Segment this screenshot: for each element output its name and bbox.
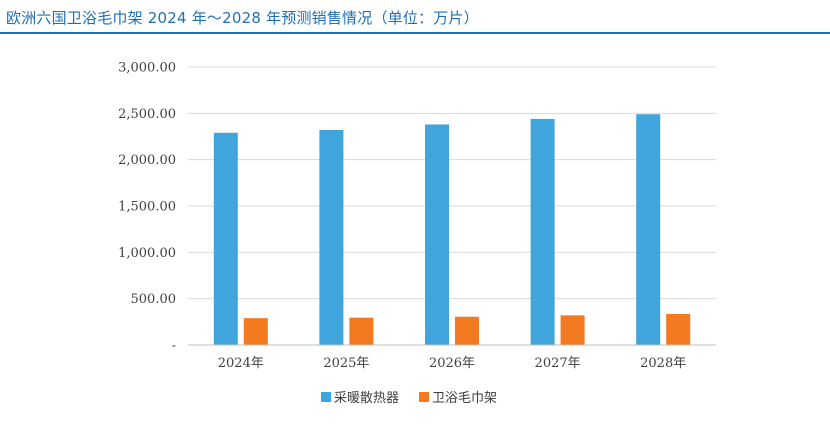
chart-container: - 500.00 1,000.00 1,500.00 2,000.00 2,500.00 3… <box>0 36 830 422</box>
bar-towel-rack-3 <box>560 315 585 345</box>
bar-radiator-1 <box>319 130 344 345</box>
bar-radiator-0 <box>213 132 238 345</box>
y-tick-label: 3,000.00 <box>118 61 176 76</box>
x-tick-label: 2028年 <box>640 356 686 371</box>
report-header: 欧洲六国卫浴毛巾架 2024 年～2028 年预测销售情况（单位：万片） <box>0 0 830 34</box>
x-tick-label: 2025年 <box>323 356 369 371</box>
y-tick-label: 500.00 <box>131 292 177 307</box>
bar-towel-rack-2 <box>455 316 479 345</box>
x-tick-label: 2024年 <box>218 356 264 371</box>
bar-towel-rack-4 <box>666 313 691 345</box>
y-tick-label: 2,000.00 <box>118 153 176 168</box>
legend-swatch <box>419 392 429 402</box>
legend-label: 卫浴毛巾架 <box>432 391 497 406</box>
bar-towel-rack-1 <box>349 317 374 345</box>
bar-chart: - 500.00 1,000.00 1,500.00 2,000.00 2,500.00 3… <box>118 61 716 406</box>
bar-radiator-4 <box>636 114 661 345</box>
legend-label: 采暖散热器 <box>334 391 399 406</box>
bars <box>213 114 691 345</box>
gridlines <box>188 66 716 300</box>
legend: 采暖散热器 卫浴毛巾架 <box>321 391 497 406</box>
y-tick-label: 1,000.00 <box>118 246 176 261</box>
y-tick-label: 2,500.00 <box>118 107 176 122</box>
legend-swatch <box>321 392 331 402</box>
y-axis-ticks: - 500.00 1,000.00 1,500.00 2,000.00 2,500.00 3… <box>118 61 176 354</box>
bar-towel-rack-0 <box>243 318 268 345</box>
x-tick-label: 2026年 <box>429 356 475 371</box>
y-tick-label: 1,500.00 <box>118 200 176 215</box>
bar-radiator-2 <box>425 124 449 345</box>
bar-radiator-3 <box>530 118 555 345</box>
chart-caption: 欧洲六国卫浴毛巾架 2024 年～2028 年预测销售情况（单位：万片） <box>6 9 479 27</box>
x-tick-label: 2027年 <box>535 356 581 371</box>
y-tick-label: - <box>172 339 176 354</box>
x-axis-ticks: 2024年 2025年 2026年 2027年 2028年 <box>218 356 686 371</box>
